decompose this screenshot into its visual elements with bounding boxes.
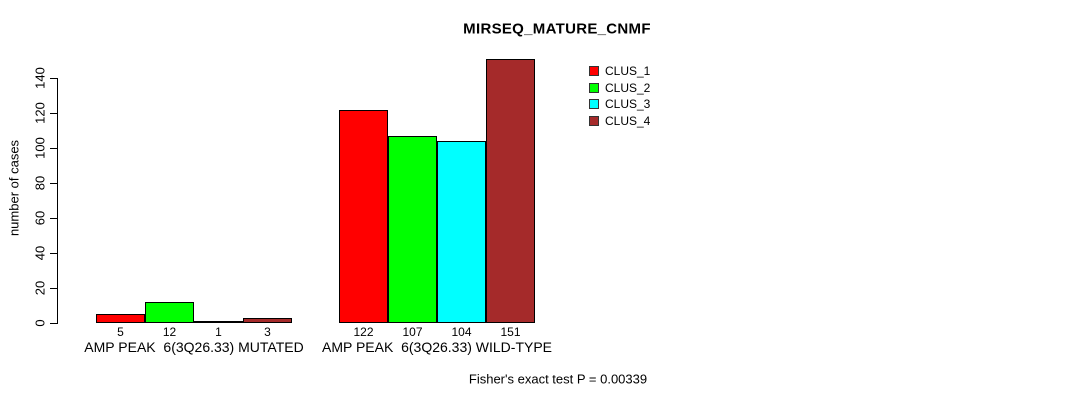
legend-label-clus_1: CLUS_1 bbox=[605, 64, 651, 78]
y-tick bbox=[50, 253, 57, 254]
bar-value-label: 12 bbox=[162, 325, 177, 339]
bar-clus_4-2 bbox=[486, 58, 535, 323]
pvalue-annotation: Fisher's exact test P = 0.00339 bbox=[468, 371, 648, 387]
legend-swatch-clus_3 bbox=[589, 99, 599, 110]
y-tick bbox=[50, 218, 57, 219]
bar-clus_2-1 bbox=[145, 302, 194, 323]
bar-value-label: 107 bbox=[402, 325, 423, 339]
y-tick-label: 20 bbox=[32, 280, 48, 296]
legend-swatch-clus_2 bbox=[589, 82, 599, 93]
y-tick-label: 0 bbox=[32, 319, 48, 327]
bar-clus_3-2 bbox=[437, 141, 486, 323]
bar-clus_1-2 bbox=[339, 109, 388, 323]
y-tick-label: 140 bbox=[32, 67, 48, 89]
y-tick-label: 80 bbox=[32, 175, 48, 191]
bar-clus_3-1 bbox=[194, 321, 243, 324]
y-tick bbox=[50, 323, 57, 324]
bar-clus_1-1 bbox=[96, 314, 145, 323]
x-category-label: AMP PEAK 6(3Q26.33) WILD-TYPE bbox=[321, 339, 553, 355]
y-tick bbox=[50, 113, 57, 114]
x-category-label: AMP PEAK 6(3Q26.33) MUTATED bbox=[84, 339, 304, 355]
bar-value-label: 1 bbox=[215, 325, 222, 339]
y-axis-line bbox=[57, 78, 58, 324]
legend-label-clus_2: CLUS_2 bbox=[605, 80, 651, 95]
y-tick-label: 40 bbox=[32, 245, 48, 261]
y-tick-label: 100 bbox=[32, 137, 48, 159]
bar-clus_2-2 bbox=[388, 135, 437, 323]
y-tick bbox=[50, 183, 57, 184]
y-tick bbox=[50, 288, 57, 289]
y-tick bbox=[50, 78, 57, 79]
legend-label-clus_4: CLUS_4 bbox=[605, 114, 651, 129]
legend-swatch-clus_1 bbox=[589, 66, 599, 76]
bar-clus_4-1 bbox=[243, 317, 292, 323]
bar-value-label: 151 bbox=[500, 325, 521, 339]
bar-value-label: 122 bbox=[353, 325, 374, 339]
bar-value-label: 3 bbox=[264, 325, 271, 339]
legend-label-clus_3: CLUS_3 bbox=[605, 97, 651, 112]
bar-value-label: 104 bbox=[451, 325, 472, 339]
y-axis-title: number of cases bbox=[6, 139, 22, 237]
legend-swatch-clus_4 bbox=[589, 116, 599, 127]
y-tick-label: 120 bbox=[32, 102, 48, 124]
bar-value-label: 5 bbox=[117, 325, 124, 339]
y-tick-label: 60 bbox=[32, 210, 48, 226]
y-tick bbox=[50, 148, 57, 149]
chart-title: MIRSEQ_MATURE_CNMF bbox=[463, 20, 651, 38]
